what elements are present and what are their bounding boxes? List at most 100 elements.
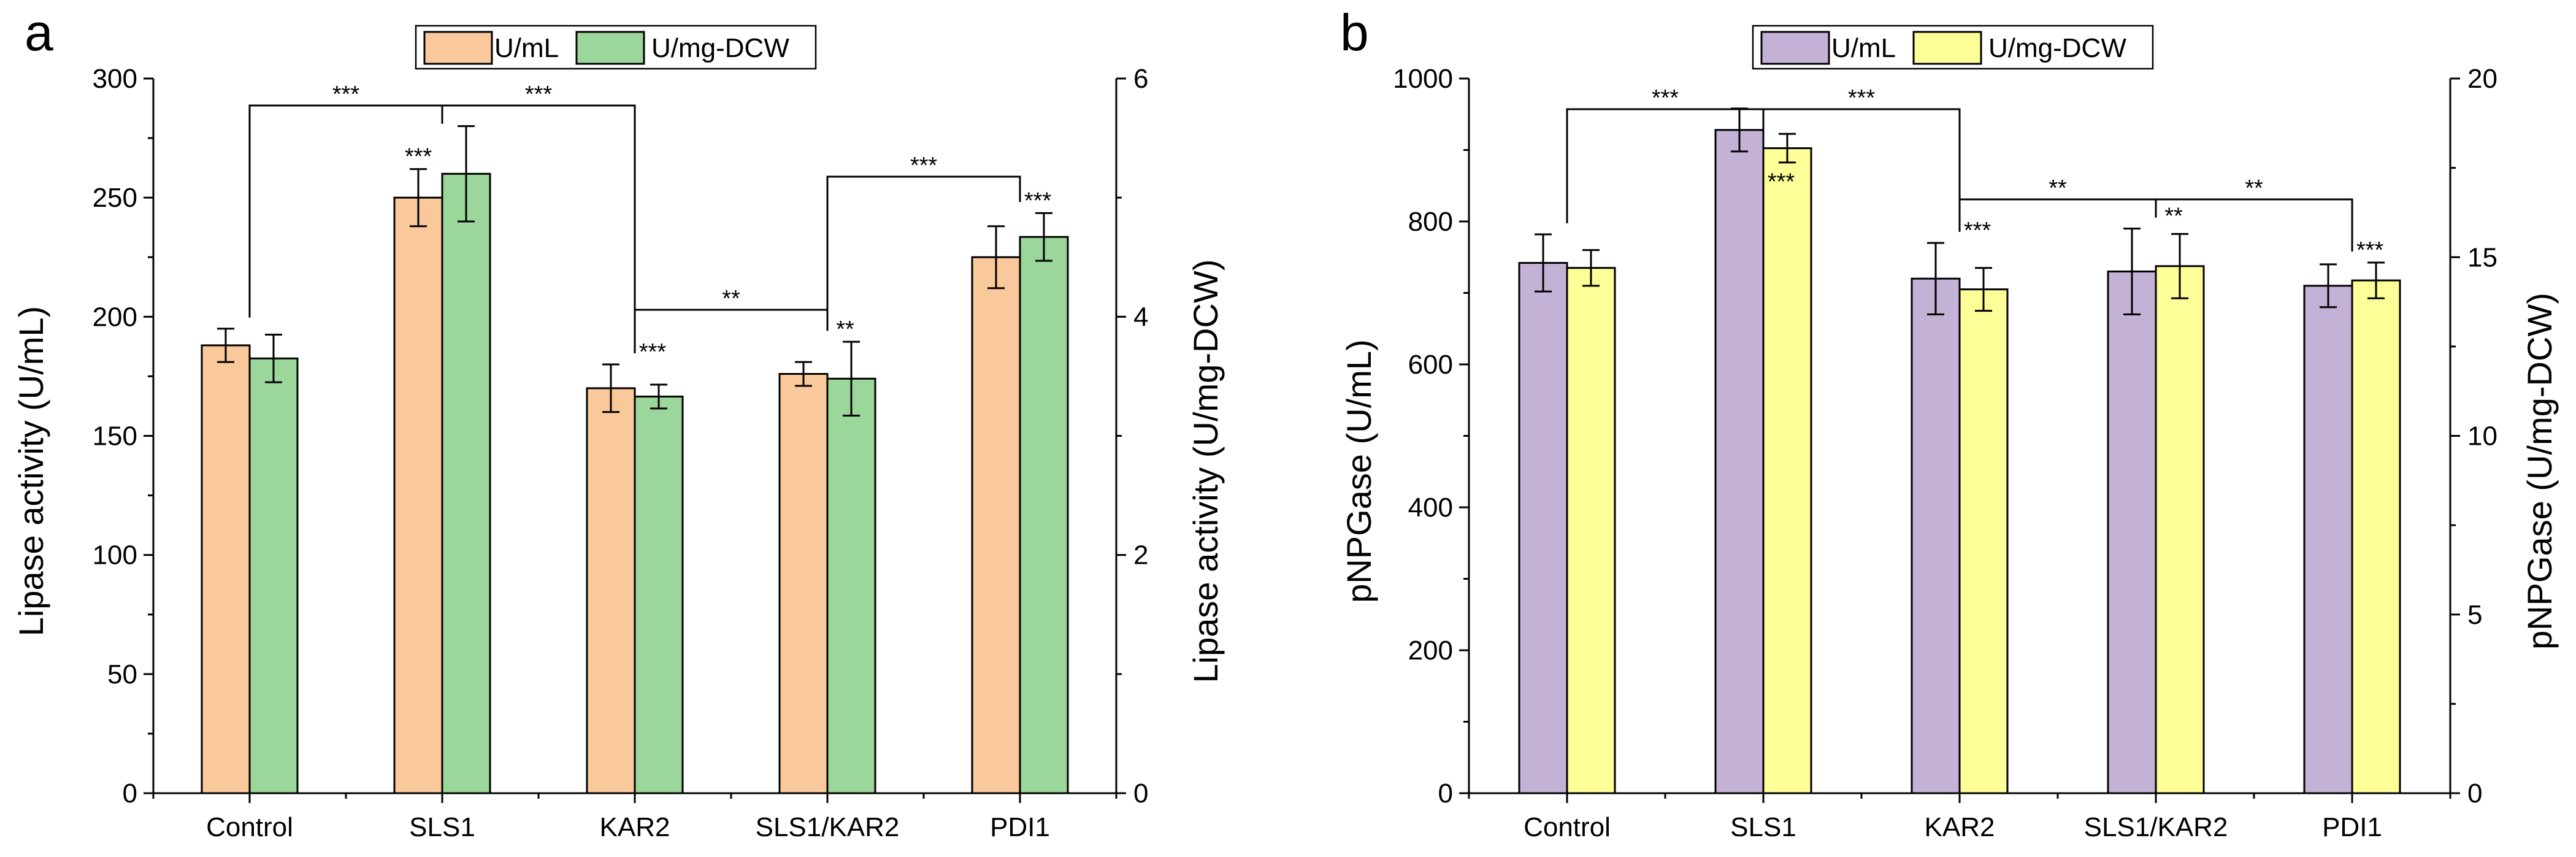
panel-a-bar-star-label: ***: [639, 339, 667, 365]
panel-b-bracket-label: ***: [1848, 85, 1876, 111]
panel-b-legend-label-u-ml: U/mL: [1831, 33, 1896, 63]
panel-b-bracket-label: ***: [1652, 85, 1679, 111]
panel-a-left-tick-label: 250: [93, 183, 137, 213]
panel-b-right-tick-label: 10: [2467, 421, 2497, 452]
panel-a-legend-label-u-mg-dcw: U/mg-DCW: [651, 33, 789, 63]
panel-a-error-bars: [217, 125, 1052, 417]
panel-a-category-label: SLS1: [409, 812, 475, 842]
bar-control-u-ml: [1518, 262, 1568, 794]
panel-b-category-label: KAR2: [1925, 812, 1995, 842]
panel-a-bracket-label: ***: [525, 82, 553, 107]
significance-bracket: [1762, 108, 1961, 232]
panel-a-right-tick-label: 6: [1133, 64, 1148, 94]
panel-a-bars: [201, 172, 1069, 794]
panel-b-bracket-label: **: [2245, 175, 2263, 201]
panel-a-left-tick-label: 0: [123, 778, 137, 809]
panel-a-left-tick-labels: 0 50 100 150 200 250 300: [93, 64, 137, 809]
bar-kar2-u-ml: [586, 387, 636, 794]
panel-b-category-label: Control: [1524, 812, 1611, 842]
panel-b-bar-star-label: ***: [2356, 237, 2384, 263]
panel-b-left-tick-label: 1000: [1393, 64, 1453, 94]
panel-b-bracket-label: **: [2049, 175, 2067, 201]
panel-b-category-label: SLS1: [1730, 812, 1796, 842]
bar-sls1-kar2-u-mg-dcw: [826, 377, 876, 794]
panel-b-left-tick-label: 400: [1408, 493, 1453, 523]
panel-b-bar-star-label: **: [2164, 204, 2183, 229]
panel-a-label: a: [25, 4, 53, 61]
panel-a-right-tick-label: 0: [1133, 778, 1148, 809]
panel-a-right-tick-labels: 0 2 4 6: [1133, 64, 1148, 809]
panel-a-bar-star-label: ***: [1024, 188, 1052, 213]
bar-control-u-mg-dcw: [1566, 267, 1616, 794]
panel-b-left-tick-labels: 0 200 400 600 800 1000: [1393, 64, 1453, 809]
bar-pdi1-u-ml: [971, 256, 1021, 794]
panel-a-right-tick-label: 2: [1133, 540, 1148, 571]
bar-kar2-u-mg-dcw: [634, 395, 684, 794]
bar-sls1-u-mg-dcw: [441, 172, 491, 794]
panel-a-bracket-label: **: [722, 286, 740, 312]
panel-b-right-tick-label: 15: [2467, 242, 2497, 272]
panel-a-category-label: KAR2: [600, 812, 670, 842]
bar-sls1-u-ml: [1714, 129, 1765, 794]
panel-b-left-tick-label: 800: [1408, 207, 1453, 237]
significance-bracket: [2155, 198, 2353, 252]
panel-a-left-tick-label: 300: [93, 64, 137, 94]
panel-a-legend-swatch-u-ml: [423, 31, 493, 65]
panel-b-category-labels: Control SLS1 KAR2 SLS1/KAR2 PDI1: [1524, 812, 2382, 842]
panel-b-label: b: [1340, 4, 1369, 61]
panel-a-category-labels: Control SLS1 KAR2 SLS1/KAR2 PDI1: [206, 812, 1050, 842]
bar-pdi1-u-mg-dcw: [2351, 279, 2401, 794]
bar-sls1-kar2-u-mg-dcw: [2155, 265, 2205, 794]
panel-b-right-tick-label: 5: [2467, 600, 2482, 630]
panel-b-bars: [1518, 129, 2401, 794]
panel-a-legend: U/mL U/mg-DCW: [415, 25, 817, 70]
panel-b-bar-star-label: ***: [1768, 169, 1795, 194]
panel-b-legend-swatch-u-ml: [1760, 31, 1830, 65]
panel-b-left-axis-title: pNPGase (U/mL): [1340, 339, 1378, 602]
panel-b-pnpgase-chart: b U/mL U/mg-DCW *** *** ** ** *** *** **…: [1340, 4, 2559, 842]
panel-b-legend-label-u-mg-dcw: U/mg-DCW: [1988, 33, 2126, 63]
bar-sls1-u-ml: [393, 196, 443, 794]
bar-sls1-u-mg-dcw: [1762, 147, 1812, 794]
panel-b-category-label: PDI1: [2322, 812, 2382, 842]
panel-a-category-label: PDI1: [990, 812, 1050, 842]
bar-sls1-kar2-u-ml: [2107, 271, 2157, 794]
panel-a-left-tick-label: 200: [93, 302, 137, 332]
panel-b-legend-swatch-u-mg-dcw: [1912, 31, 1982, 65]
bar-sls1-kar2-u-ml: [778, 373, 829, 794]
panel-a-left-tick-label: 150: [93, 421, 137, 452]
panel-b-left-tick-label: 0: [1438, 778, 1453, 809]
panel-a-axes: [144, 77, 1126, 803]
panel-a-bracket-label: ***: [910, 153, 938, 179]
panel-b-left-tick-label: 600: [1408, 350, 1453, 380]
panel-a-bar-star-label: ***: [405, 144, 432, 170]
panel-a-left-tick-label: 100: [93, 540, 137, 571]
panel-b-right-tick-label: 0: [2467, 778, 2482, 809]
panel-a-bracket-label: ***: [332, 82, 360, 107]
panel-b-right-tick-labels: 0 5 10 15 20: [2467, 64, 2497, 809]
bar-pdi1-u-ml: [2303, 285, 2353, 794]
panel-a-category-label: SLS1/KAR2: [756, 812, 900, 842]
panel-a-category-label: Control: [206, 812, 293, 842]
panel-b-category-label: SLS1/KAR2: [2084, 812, 2228, 842]
panel-a-right-axis-title: Lipase activity (U/mg-DCW): [1186, 259, 1225, 683]
panel-a-lipase-chart: a U/mL U/mg-DCW *** *** ** *** *** *** *…: [12, 4, 1225, 842]
panel-a-left-tick-label: 50: [107, 659, 137, 690]
panel-b-bar-star-label: ***: [1964, 218, 1991, 244]
panel-b-right-axis-title: pNPGase (U/mg-DCW): [2520, 293, 2559, 650]
panel-a-significance-annotations: *** *** ** *** *** *** ** ***: [248, 82, 1052, 365]
bar-pdi1-u-mg-dcw: [1019, 236, 1069, 794]
panel-b-significance-annotations: *** *** ** ** *** *** ** ***: [1566, 85, 2384, 263]
bar-control-u-mg-dcw: [248, 357, 299, 794]
panel-b-left-tick-label: 200: [1408, 636, 1453, 666]
bar-kar2-u-ml: [1911, 277, 1961, 794]
panel-a-legend-swatch-u-mg-dcw: [575, 31, 645, 65]
bar-kar2-u-mg-dcw: [1958, 288, 2009, 794]
panel-b-axes: [1459, 77, 2460, 803]
significance-bracket: [826, 175, 1021, 331]
panel-a-legend-label-u-ml: U/mL: [494, 33, 559, 63]
panel-a-right-tick-label: 4: [1133, 302, 1148, 332]
bar-control-u-ml: [201, 344, 251, 794]
panel-b-legend: U/mL U/mg-DCW: [1752, 25, 2154, 70]
